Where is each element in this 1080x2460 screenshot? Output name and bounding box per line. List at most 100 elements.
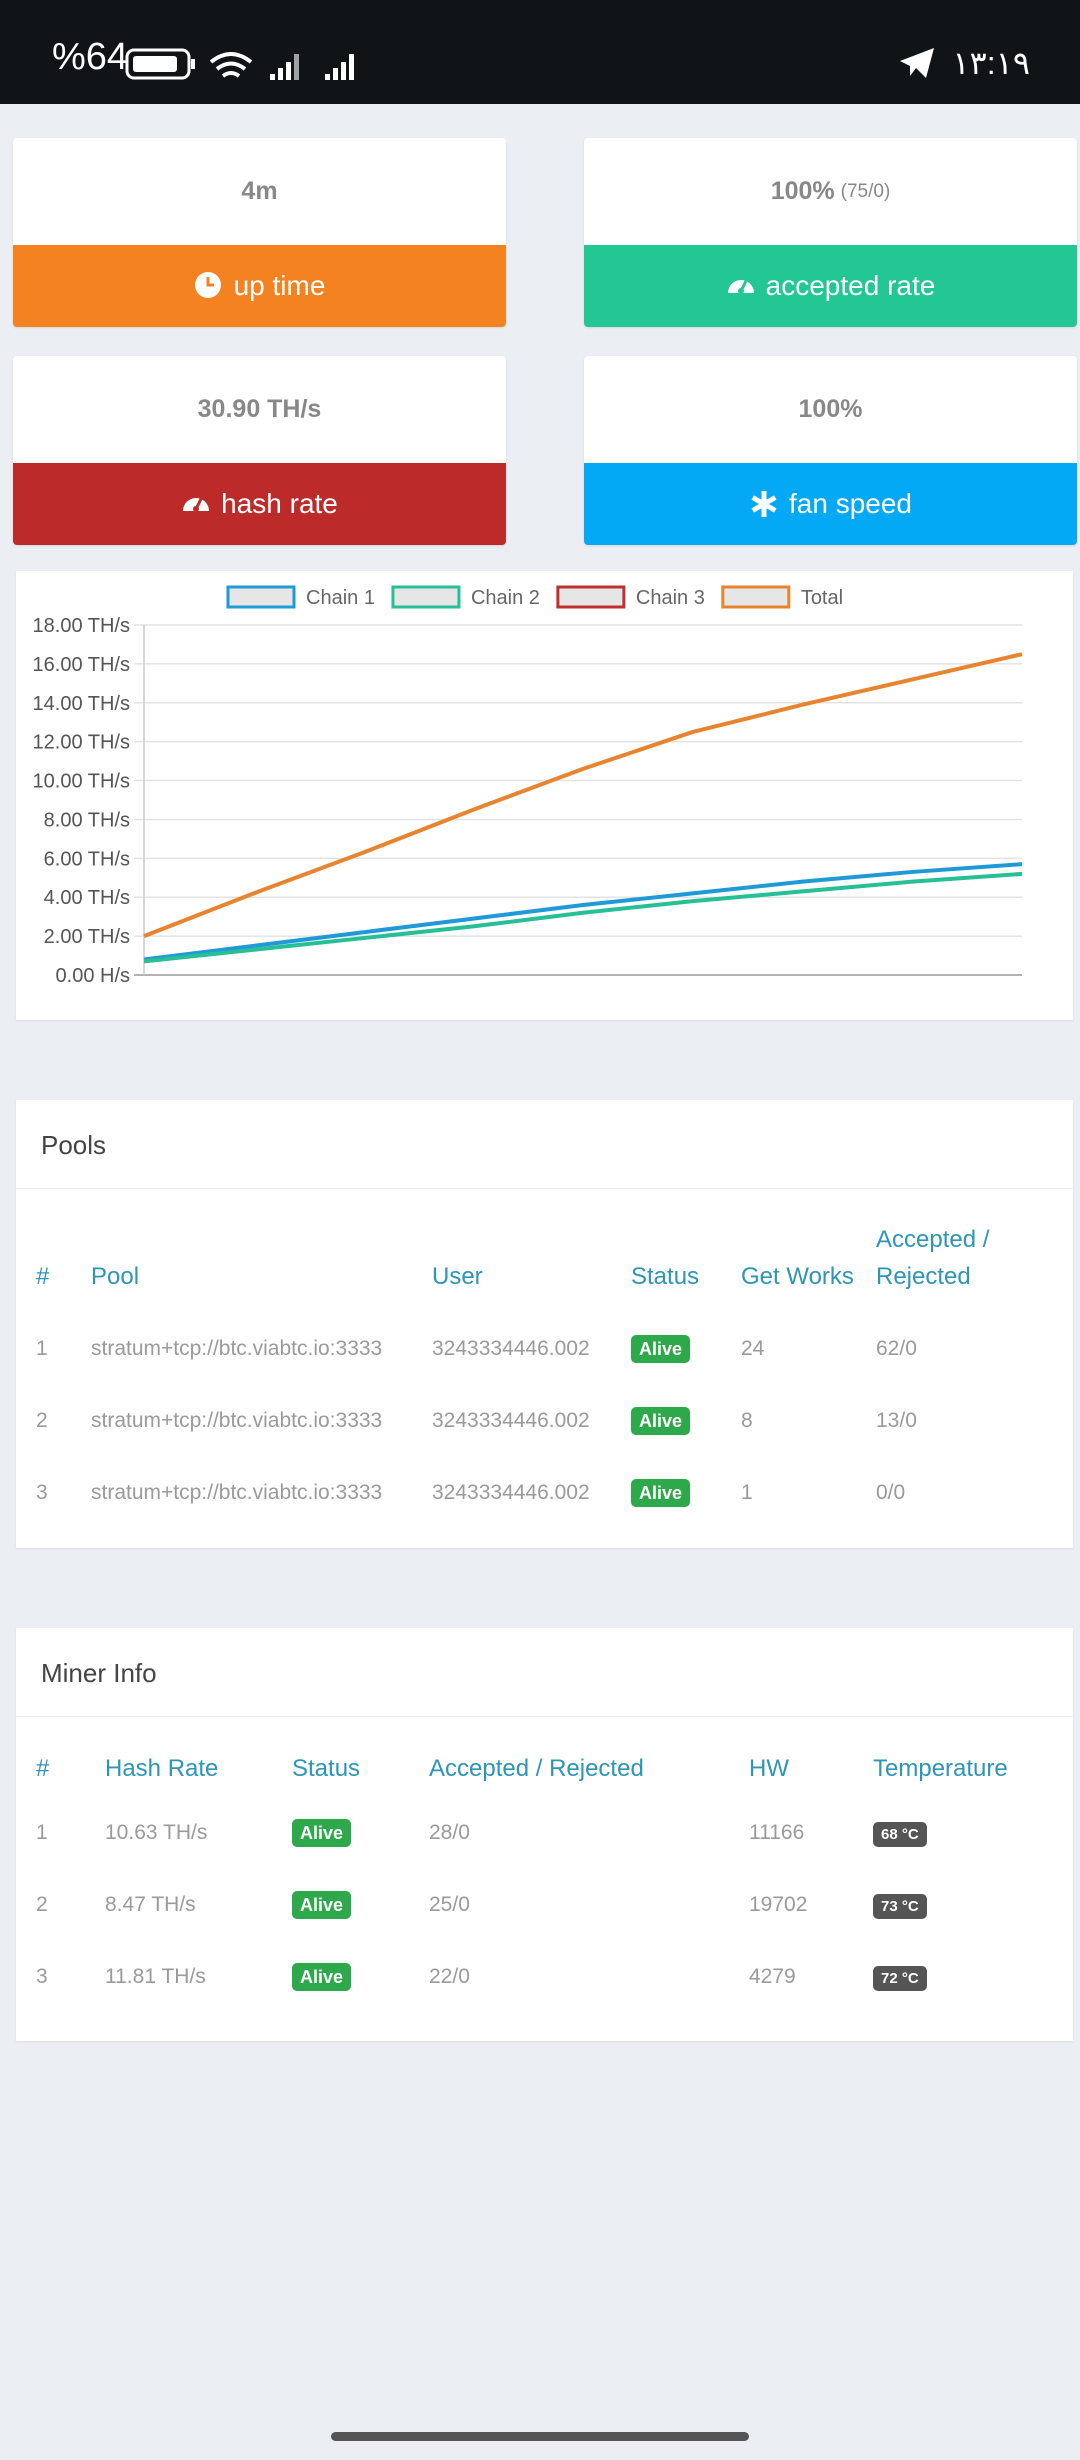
badge-badge: Alive [292, 1819, 352, 1847]
column-header: HW [749, 1755, 789, 1782]
y-tick-label: 6.00 TH/s [44, 848, 130, 870]
cell-text: 24 [741, 1337, 765, 1360]
table-cell: 28/0 [429, 1797, 749, 1869]
stat-card: 100% (75/0) accepted rate [584, 138, 1077, 327]
stat-icon [751, 491, 777, 517]
cell-text: 3243334446.002 [432, 1337, 590, 1360]
table-row: 1 stratum+tcp://btc.viabtc.io:3333 3243334… [36, 1313, 1066, 1385]
battery: %64 [52, 36, 129, 78]
cell-text: 25/0 [429, 1893, 470, 1916]
legend-swatch [226, 585, 296, 609]
table-cell: stratum+tcp://btc.viabtc.io:3333 [91, 1385, 432, 1457]
y-tick-label: 10.00 TH/s [33, 771, 130, 793]
table-cell: 2 [36, 1385, 91, 1457]
table-cell: stratum+tcp://btc.viabtc.io:3333 [91, 1313, 432, 1385]
cell-text: 19702 [749, 1893, 808, 1916]
temp-badge: 68 °C [873, 1822, 927, 1847]
stat-card: 4m up time [13, 138, 506, 327]
stat-label-box: accepted rate [584, 245, 1077, 327]
badge-badge: Alive [631, 1479, 691, 1507]
table-cell: 13/0 [876, 1385, 1066, 1457]
stat-value: 4m [241, 177, 278, 205]
y-tick-label: 4.00 TH/s [44, 887, 130, 909]
badge-badge: Alive [292, 1963, 352, 1991]
cell-text: 22/0 [429, 1965, 470, 1988]
table-cell: Alive [631, 1313, 741, 1385]
status-icons [125, 48, 354, 80]
series-line [143, 862, 1023, 962]
badge-badge: Alive [292, 1891, 352, 1919]
stat-value: 30.90 TH/s [197, 395, 322, 423]
data-table: # Hash Rate Status Accepted / Rejected HW Tem… [36, 1717, 1053, 2013]
legend-swatch [556, 585, 626, 609]
table-row: 2 8.47 TH/s Alive 25/0 19702 73 °C [36, 1869, 1053, 1941]
series-line [143, 871, 1023, 964]
legend-label: Chain 1 [306, 587, 375, 609]
cell-text: 10.63 TH/s [105, 1821, 208, 1844]
pools-panel: Pools # Pool User Status Get Works Accepted / … [16, 1100, 1073, 1548]
cell-text: stratum+tcp://btc.viabtc.io:3333 [91, 1337, 383, 1360]
column-header: Get Works [741, 1263, 854, 1290]
cell-text: 2 [36, 1893, 48, 1916]
cell-text: stratum+tcp://btc.viabtc.io:3333 [91, 1409, 383, 1432]
stat-card: 30.90 TH/s hash rate [13, 356, 506, 545]
table-cell: 24 [741, 1313, 876, 1385]
stat-icon [727, 280, 754, 294]
stat-label: up time [233, 270, 326, 301]
cell-text: 3243334446.002 [432, 1409, 590, 1432]
badge-badge: Alive [631, 1335, 691, 1363]
table-cell: 3 [36, 1457, 91, 1529]
legend-label: Chain 3 [636, 587, 705, 609]
panel-title: Miner Info [16, 1628, 1073, 1717]
cell-text: 2 [36, 1409, 48, 1432]
column-header: Pool [91, 1263, 140, 1290]
stat-label-box: up time [13, 245, 506, 327]
table-cell: 0/0 [876, 1457, 1066, 1529]
cell-text: 28/0 [429, 1821, 470, 1844]
cell-text: 4279 [749, 1965, 796, 1988]
status-bar: %64 ۱۳:۱۹ [0, 0, 1080, 104]
temp-badge: 73 °C [873, 1894, 927, 1919]
header-row: # Hash Rate Status Accepted / Rejected HW Tem… [36, 1717, 1053, 1797]
y-tick-label: 18.00 TH/s [33, 615, 130, 637]
cell-text: 8 [741, 1409, 753, 1432]
y-tick-label: 14.00 TH/s [33, 693, 130, 715]
stat-card: 100% fan speed [584, 356, 1077, 545]
cell-text: 1 [36, 1337, 48, 1360]
table-cell: 1 [741, 1457, 876, 1529]
stat-value-box: 4m [13, 138, 506, 245]
stat-value: 100% [798, 395, 863, 423]
table-cell: Alive [631, 1385, 741, 1457]
temp-badge: 72 °C [873, 1966, 927, 1991]
table-cell: 3243334446.002 [432, 1385, 631, 1457]
table-cell: 72 °C [873, 1941, 1053, 2013]
legend-swatch [391, 585, 461, 609]
telegram-icon [900, 48, 934, 78]
table-row: 1 10.63 TH/s Alive 28/0 11166 68 °C [36, 1797, 1053, 1869]
stat-label: hash rate [221, 488, 338, 519]
table-cell: Alive [631, 1457, 741, 1529]
legend-swatch [721, 585, 791, 609]
stat-value: 100% [770, 177, 835, 205]
y-tick-label: 0.00 H/s [56, 965, 130, 987]
table-cell: 1 [36, 1797, 105, 1869]
table-cell: 4279 [749, 1941, 873, 2013]
table-cell: 62/0 [876, 1313, 1066, 1385]
badge-badge: Alive [631, 1407, 691, 1435]
table-cell: 2 [36, 1869, 105, 1941]
table-cell: Alive [292, 1797, 429, 1869]
series-line [143, 652, 1023, 938]
table-row: 2 stratum+tcp://btc.viabtc.io:3333 3243334… [36, 1385, 1066, 1457]
stat-icon [183, 498, 210, 512]
cell-text: stratum+tcp://btc.viabtc.io:3333 [91, 1481, 383, 1504]
cell-text: 1 [36, 1821, 48, 1844]
table-row: 3 stratum+tcp://btc.viabtc.io:3333 3243334… [36, 1457, 1066, 1529]
y-tick-label: 8.00 TH/s [44, 809, 130, 831]
table-cell: 10.63 TH/s [105, 1797, 292, 1869]
stat-detail: (75/0) [840, 180, 891, 202]
cell-text: 3 [36, 1481, 48, 1504]
column-header: # [36, 1755, 50, 1782]
stat-label: fan speed [789, 488, 912, 519]
cell-text: 13/0 [876, 1409, 917, 1432]
stat-label-box: fan speed [584, 463, 1077, 545]
